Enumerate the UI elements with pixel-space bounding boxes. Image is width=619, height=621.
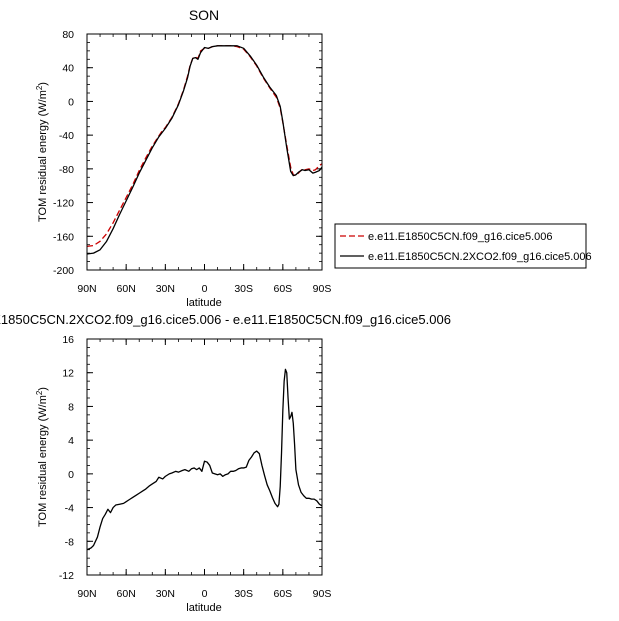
y-tick-label: -80: [59, 164, 74, 176]
bottom-panel-y-axis-label: TOM residual energy (W/m2): [35, 387, 49, 527]
x-tick-label: 30N: [156, 283, 175, 295]
y-tick-label: -160: [53, 231, 74, 243]
x-tick-label: 90S: [313, 283, 332, 295]
y-tick-label: 12: [62, 368, 74, 380]
x-tick-label: 90N: [77, 588, 96, 600]
top-panel-plot-frame: [86, 33, 323, 271]
x-tick-label: 0: [202, 283, 208, 295]
y-tick-label: 40: [62, 63, 74, 75]
y-tick-label: 80: [62, 29, 74, 41]
y-tick-label: -200: [53, 265, 74, 277]
y-tick-label: 0: [68, 469, 74, 481]
series-line-1-0: [86, 368, 323, 551]
bottom-panel-title: e.e11.E1850C5CN.2XCO2.f09_g16.cice5.006 …: [0, 312, 451, 327]
legend: e.e11.E1850C5CN.f09_g16.cice5.006 e.e11.…: [334, 223, 592, 269]
y-tick-label: 16: [62, 334, 74, 346]
top-panel: SON 80 40 0 -40 -80 -120 -160 -200 90N 60N 30N 0 30…: [35, 7, 331, 309]
y-tick-label: -40: [59, 130, 74, 142]
x-tick-label: 60S: [273, 283, 292, 295]
y-tick-label: 4: [68, 435, 74, 447]
bottom-panel-plot-frame: [86, 338, 323, 576]
x-tick-label: 30S: [234, 283, 253, 295]
bottom-panel: e.e11.E1850C5CN.2XCO2.f09_g16.cice5.006 …: [0, 312, 451, 614]
legend-label-2xco2: e.e11.E1850C5CN.2XCO2.f09_g16.cice5.006: [368, 251, 592, 263]
legend-label-control: e.e11.E1850C5CN.f09_g16.cice5.006: [368, 231, 553, 243]
bottom-panel-x-tick-labels: 90N 60N 30N 0 30S 60S 90S: [77, 588, 331, 600]
y-tick-label: -4: [65, 503, 74, 515]
x-tick-label: 90N: [77, 283, 96, 295]
bottom-panel-x-axis-label: latitude: [186, 602, 221, 614]
bottom-panel-y-tick-labels: 16 12 8 4 0 -4 -8 -12: [59, 334, 74, 582]
top-panel-tick-marks: [86, 33, 323, 271]
top-panel-x-axis-label: latitude: [186, 297, 221, 309]
x-tick-label: 30N: [156, 588, 175, 600]
y-tick-label: -120: [53, 198, 74, 210]
x-tick-label: 30S: [234, 588, 253, 600]
bottom-panel-series-lines: [86, 368, 323, 551]
legend-box: [334, 223, 587, 269]
top-panel-series-lines: [86, 45, 323, 255]
top-panel-y-tick-labels: 80 40 0 -40 -80 -120 -160 -200: [53, 29, 74, 277]
x-tick-label: 60S: [273, 588, 292, 600]
y-tick-label: 8: [68, 401, 74, 413]
top-panel-y-axis-label: TOM residual energy (W/m2): [35, 82, 49, 222]
x-tick-label: 60N: [117, 283, 136, 295]
x-tick-label: 0: [202, 588, 208, 600]
top-panel-title: SON: [189, 7, 219, 23]
x-tick-label: 60N: [117, 588, 136, 600]
top-panel-x-tick-labels: 90N 60N 30N 0 30S 60S 90S: [77, 283, 331, 295]
series-line-0-1: [86, 45, 323, 255]
y-tick-label: -8: [65, 536, 74, 548]
y-tick-label: 0: [68, 96, 74, 108]
y-tick-label: -12: [59, 570, 74, 582]
x-tick-label: 90S: [313, 588, 332, 600]
